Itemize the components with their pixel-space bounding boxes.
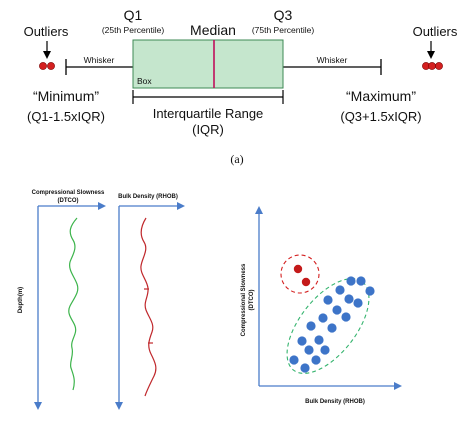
dtco-log-curve [68, 217, 79, 391]
iqr-label: Interquartile Range [153, 106, 264, 121]
outlier-dot [428, 62, 436, 70]
scatter-point [341, 312, 351, 322]
maximum-formula: (Q3+1.5xIQR) [340, 109, 421, 124]
scatter-point [327, 323, 337, 333]
dtco-track-title: Compressional Slowness [32, 190, 105, 196]
scatter-point [353, 298, 363, 308]
scatter-point [356, 276, 366, 286]
whisker-left-label: Whisker [84, 55, 115, 65]
crossplot-y-sublabel: (DTCO) [249, 290, 255, 311]
minimum-label: “Minimum” [33, 88, 99, 104]
outlier-dot [39, 62, 47, 70]
dtco-track-subtitle: (DTCO) [58, 198, 79, 204]
q3-sublabel: (75th Percentile) [252, 25, 315, 35]
q3-label: Q3 [274, 7, 293, 23]
q1-label: Q1 [124, 7, 143, 23]
iqr-box [132, 39, 284, 89]
scatter-point [323, 295, 333, 305]
outliers-left-label: Outliers [24, 24, 69, 39]
scatter-point [344, 294, 354, 304]
rhob-log-curve [140, 217, 157, 397]
scatter-point [318, 313, 328, 323]
well-log-panel: Compressional Slowness (DTCO) Depth(m) B… [18, 190, 402, 410]
scatter-point [297, 336, 307, 346]
scatter-point [306, 321, 316, 331]
outlier-dot [435, 62, 443, 70]
iqr-abbr: (IQR) [192, 122, 224, 137]
minimum-formula: (Q1-1.5xIQR) [27, 109, 105, 124]
scatter-point [365, 286, 375, 296]
outlier-dot [47, 62, 55, 70]
scatter-point [314, 335, 324, 345]
scatter-outlier-point [293, 264, 303, 274]
crossplot-x-label: Bulk Density (RHOB) [305, 399, 365, 405]
whisker-right-label: Whisker [317, 55, 348, 65]
outliers-right-label: Outliers [413, 24, 458, 39]
scatter-point [320, 345, 330, 355]
scatter-point [346, 276, 356, 286]
median-label: Median [190, 22, 236, 38]
scatter-point [289, 355, 299, 365]
maximum-label: “Maximum” [346, 88, 416, 104]
box-label: Box [137, 76, 152, 86]
boxplot-panel: Outliers Outliers Q1 (25th Percentile) M… [24, 7, 458, 166]
scatter-outlier-point [301, 277, 311, 287]
rhob-track-title: Bulk Density (RHOB) [118, 194, 178, 200]
crossplot-y-label: Compressional Slowness [241, 263, 247, 336]
scatter-points [289, 276, 375, 373]
q1-sublabel: (25th Percentile) [102, 25, 165, 35]
outlier-cluster-ellipse [280, 254, 320, 294]
scatter-point [300, 363, 310, 373]
scatter-point [304, 345, 314, 355]
caption-a: (a) [230, 152, 243, 166]
scatter-point [311, 355, 321, 365]
depth-axis-label: Depth(m) [18, 287, 24, 313]
scatter-point [335, 285, 345, 295]
scatter-point [332, 305, 342, 315]
